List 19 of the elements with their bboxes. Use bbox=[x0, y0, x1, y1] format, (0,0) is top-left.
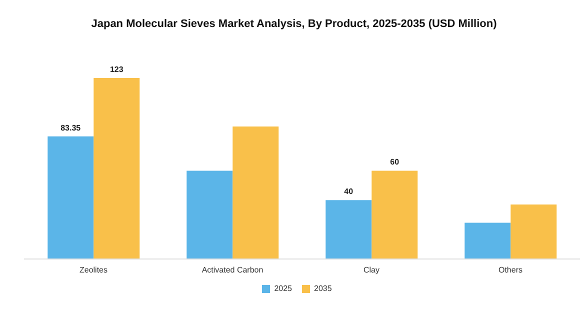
bar bbox=[186, 170, 233, 259]
data-label: 123 bbox=[110, 65, 124, 74]
bar bbox=[94, 78, 140, 259]
x-tick-label: Zeolites bbox=[79, 266, 108, 275]
chart-title: Japan Molecular Sieves Market Analysis, By Product, 2025-2035 (USD Million) bbox=[90, 18, 498, 32]
bar bbox=[372, 170, 418, 259]
bar bbox=[464, 222, 511, 259]
legend-label: 2035 bbox=[314, 284, 332, 293]
data-label: 60 bbox=[390, 158, 400, 167]
bar bbox=[232, 126, 279, 259]
bar bbox=[326, 200, 372, 259]
legend-label: 2025 bbox=[274, 284, 292, 293]
bar bbox=[510, 204, 557, 259]
x-tick-label: Clay bbox=[363, 266, 380, 275]
bar bbox=[48, 136, 94, 259]
x-tick-label: Others bbox=[498, 266, 523, 275]
x-tick-label: Activated Carbon bbox=[202, 266, 264, 275]
data-label: 40 bbox=[344, 187, 354, 196]
data-label: 83.35 bbox=[60, 123, 82, 132]
